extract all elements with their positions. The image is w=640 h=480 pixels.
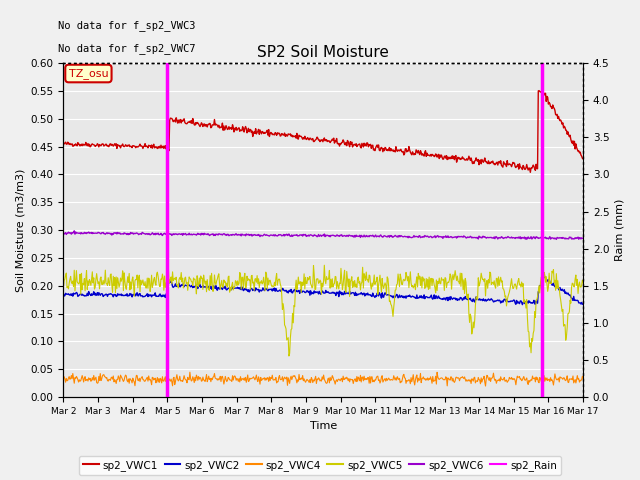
sp2_VWC2 [518,302,526,308]
sp2_VWC1 [122,143,130,148]
sp2_VWC6 [579,236,587,241]
sp2_VWC5 [176,275,184,280]
sp2_VWC5 [388,303,396,309]
sp2_VWC6 [70,228,78,234]
sp2_VWC6 [176,231,184,237]
sp2_VWC4 [579,375,587,381]
sp2_VWC2 [175,280,183,286]
Text: TZ_osu: TZ_osu [68,68,108,79]
sp2_VWC5 [579,280,587,286]
Y-axis label: Raim (mm): Raim (mm) [615,199,625,261]
sp2_VWC5 [122,287,130,292]
sp2_VWC1 [175,120,183,126]
sp2_VWC6 [402,234,410,240]
sp2_VWC5 [204,276,211,282]
sp2_VWC2 [579,301,587,307]
sp2_VWC6 [204,232,211,238]
sp2_VWC5 [285,353,292,359]
Y-axis label: Soil Moisture (m3/m3): Soil Moisture (m3/m3) [15,168,25,292]
sp2_VWC1 [60,140,67,146]
Line: sp2_VWC2: sp2_VWC2 [63,276,583,305]
sp2_VWC2 [60,291,67,297]
Text: No data for f_sp2_VWC7: No data for f_sp2_VWC7 [58,43,196,54]
sp2_VWC5 [164,262,172,267]
Line: sp2_VWC4: sp2_VWC4 [63,372,583,386]
sp2_VWC4 [69,371,77,376]
Title: SP2 Soil Moisture: SP2 Soil Moisture [257,46,389,60]
sp2_VWC2 [387,293,394,299]
sp2_VWC6 [552,237,560,242]
Text: No data for f_sp2_VWC3: No data for f_sp2_VWC3 [58,20,196,31]
sp2_VWC6 [69,230,77,236]
X-axis label: Time: Time [310,421,337,432]
sp2_VWC2 [203,285,211,291]
sp2_VWC4 [175,377,183,383]
sp2_VWC4 [186,369,194,375]
sp2_VWC6 [123,232,131,238]
sp2_VWC2 [122,293,130,299]
sp2_VWC2 [69,293,77,299]
sp2_VWC1 [69,144,77,149]
sp2_VWC4 [204,379,211,384]
sp2_VWC2 [401,293,409,299]
sp2_VWC6 [387,233,395,239]
sp2_VWC4 [402,381,410,386]
sp2_VWC4 [122,373,130,379]
sp2_VWC1 [203,122,211,128]
sp2_VWC4 [387,377,395,383]
sp2_VWC1 [527,169,534,175]
sp2_VWC2 [540,274,547,279]
sp2_VWC5 [69,278,77,284]
sp2_VWC1 [579,156,587,162]
sp2_VWC5 [60,285,67,291]
sp2_VWC1 [535,88,543,94]
sp2_VWC6 [60,231,67,237]
Legend: sp2_VWC1, sp2_VWC2, sp2_VWC4, sp2_VWC5, sp2_VWC6, sp2_Rain: sp2_VWC1, sp2_VWC2, sp2_VWC4, sp2_VWC5, … [79,456,561,475]
sp2_VWC4 [482,383,490,389]
Line: sp2_VWC6: sp2_VWC6 [63,231,583,240]
sp2_VWC1 [401,146,409,152]
sp2_VWC4 [60,375,67,381]
sp2_VWC5 [403,273,411,279]
sp2_VWC1 [387,148,394,154]
Line: sp2_VWC5: sp2_VWC5 [63,264,583,356]
Line: sp2_VWC1: sp2_VWC1 [63,91,583,172]
